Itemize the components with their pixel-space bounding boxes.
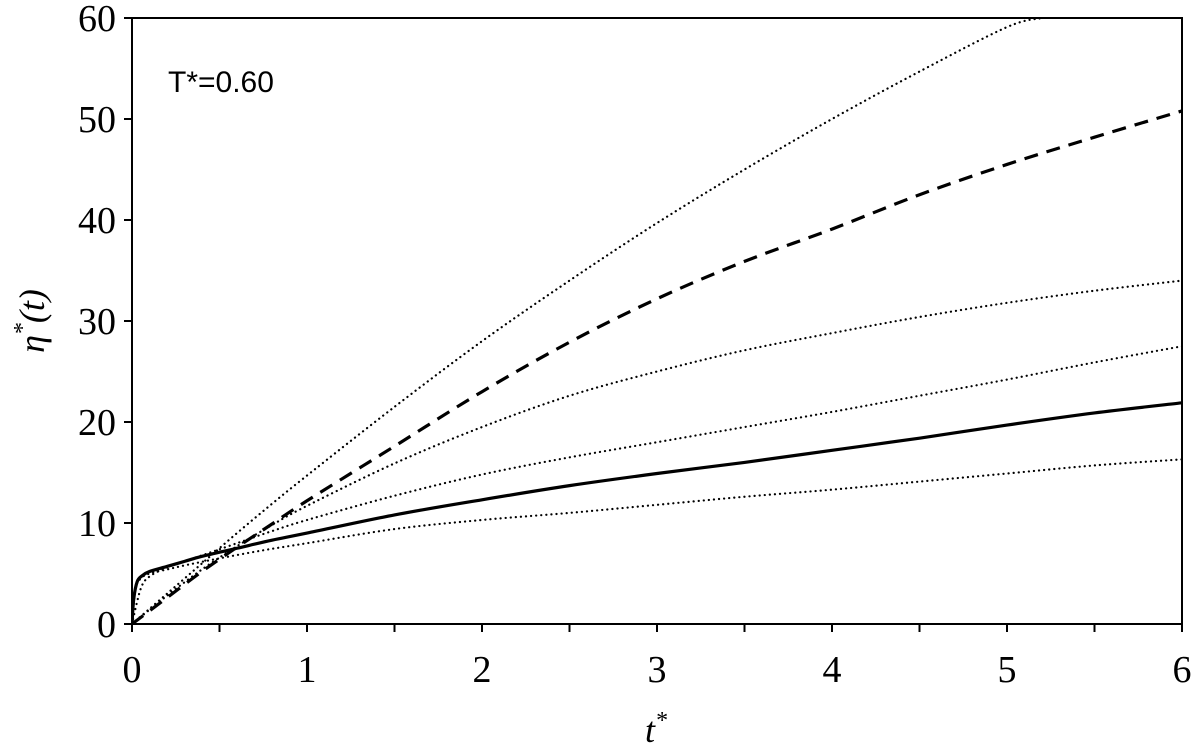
series-line-solid-1 xyxy=(132,401,1182,624)
series-line-dotted-6 xyxy=(132,458,1182,624)
y-axis-title-sup: * xyxy=(10,323,36,335)
plot-frame xyxy=(131,17,1183,625)
x-axis-title-sup: * xyxy=(655,708,667,734)
x-axis-title: t* xyxy=(645,708,667,744)
y-axis-title-rest: (t) xyxy=(12,289,52,323)
y-tick-label: 50 xyxy=(78,99,116,141)
axis-ticks xyxy=(124,17,1183,632)
y-axis-title: η*(t) xyxy=(10,289,52,353)
y-tick-label: 60 xyxy=(78,0,116,40)
x-tick-label: 6 xyxy=(1173,649,1192,691)
x-tick-label: 3 xyxy=(648,649,667,691)
x-axis-title-base: t xyxy=(645,710,656,744)
y-tick-label: 10 xyxy=(78,503,116,545)
series-line-dotted-4 xyxy=(132,279,1182,624)
y-tick-label: 20 xyxy=(78,402,116,444)
series-line-dotted-3 xyxy=(132,18,1044,624)
x-tick-label: 0 xyxy=(123,649,142,691)
temperature-annotation: T*=0.60 xyxy=(168,66,274,99)
x-tick-label: 2 xyxy=(473,649,492,691)
series-line-dotted-5 xyxy=(132,345,1182,624)
series-layer xyxy=(132,18,1182,624)
y-axis-title-base: η xyxy=(12,335,52,353)
y-tick-label: 0 xyxy=(97,604,116,646)
x-tick-label: 4 xyxy=(823,649,842,691)
x-tick-label: 1 xyxy=(298,649,317,691)
series-line-dashed-2 xyxy=(132,109,1182,624)
x-tick-label: 5 xyxy=(998,649,1017,691)
y-tick-label: 40 xyxy=(78,200,116,242)
y-tick-label: 30 xyxy=(78,301,116,343)
